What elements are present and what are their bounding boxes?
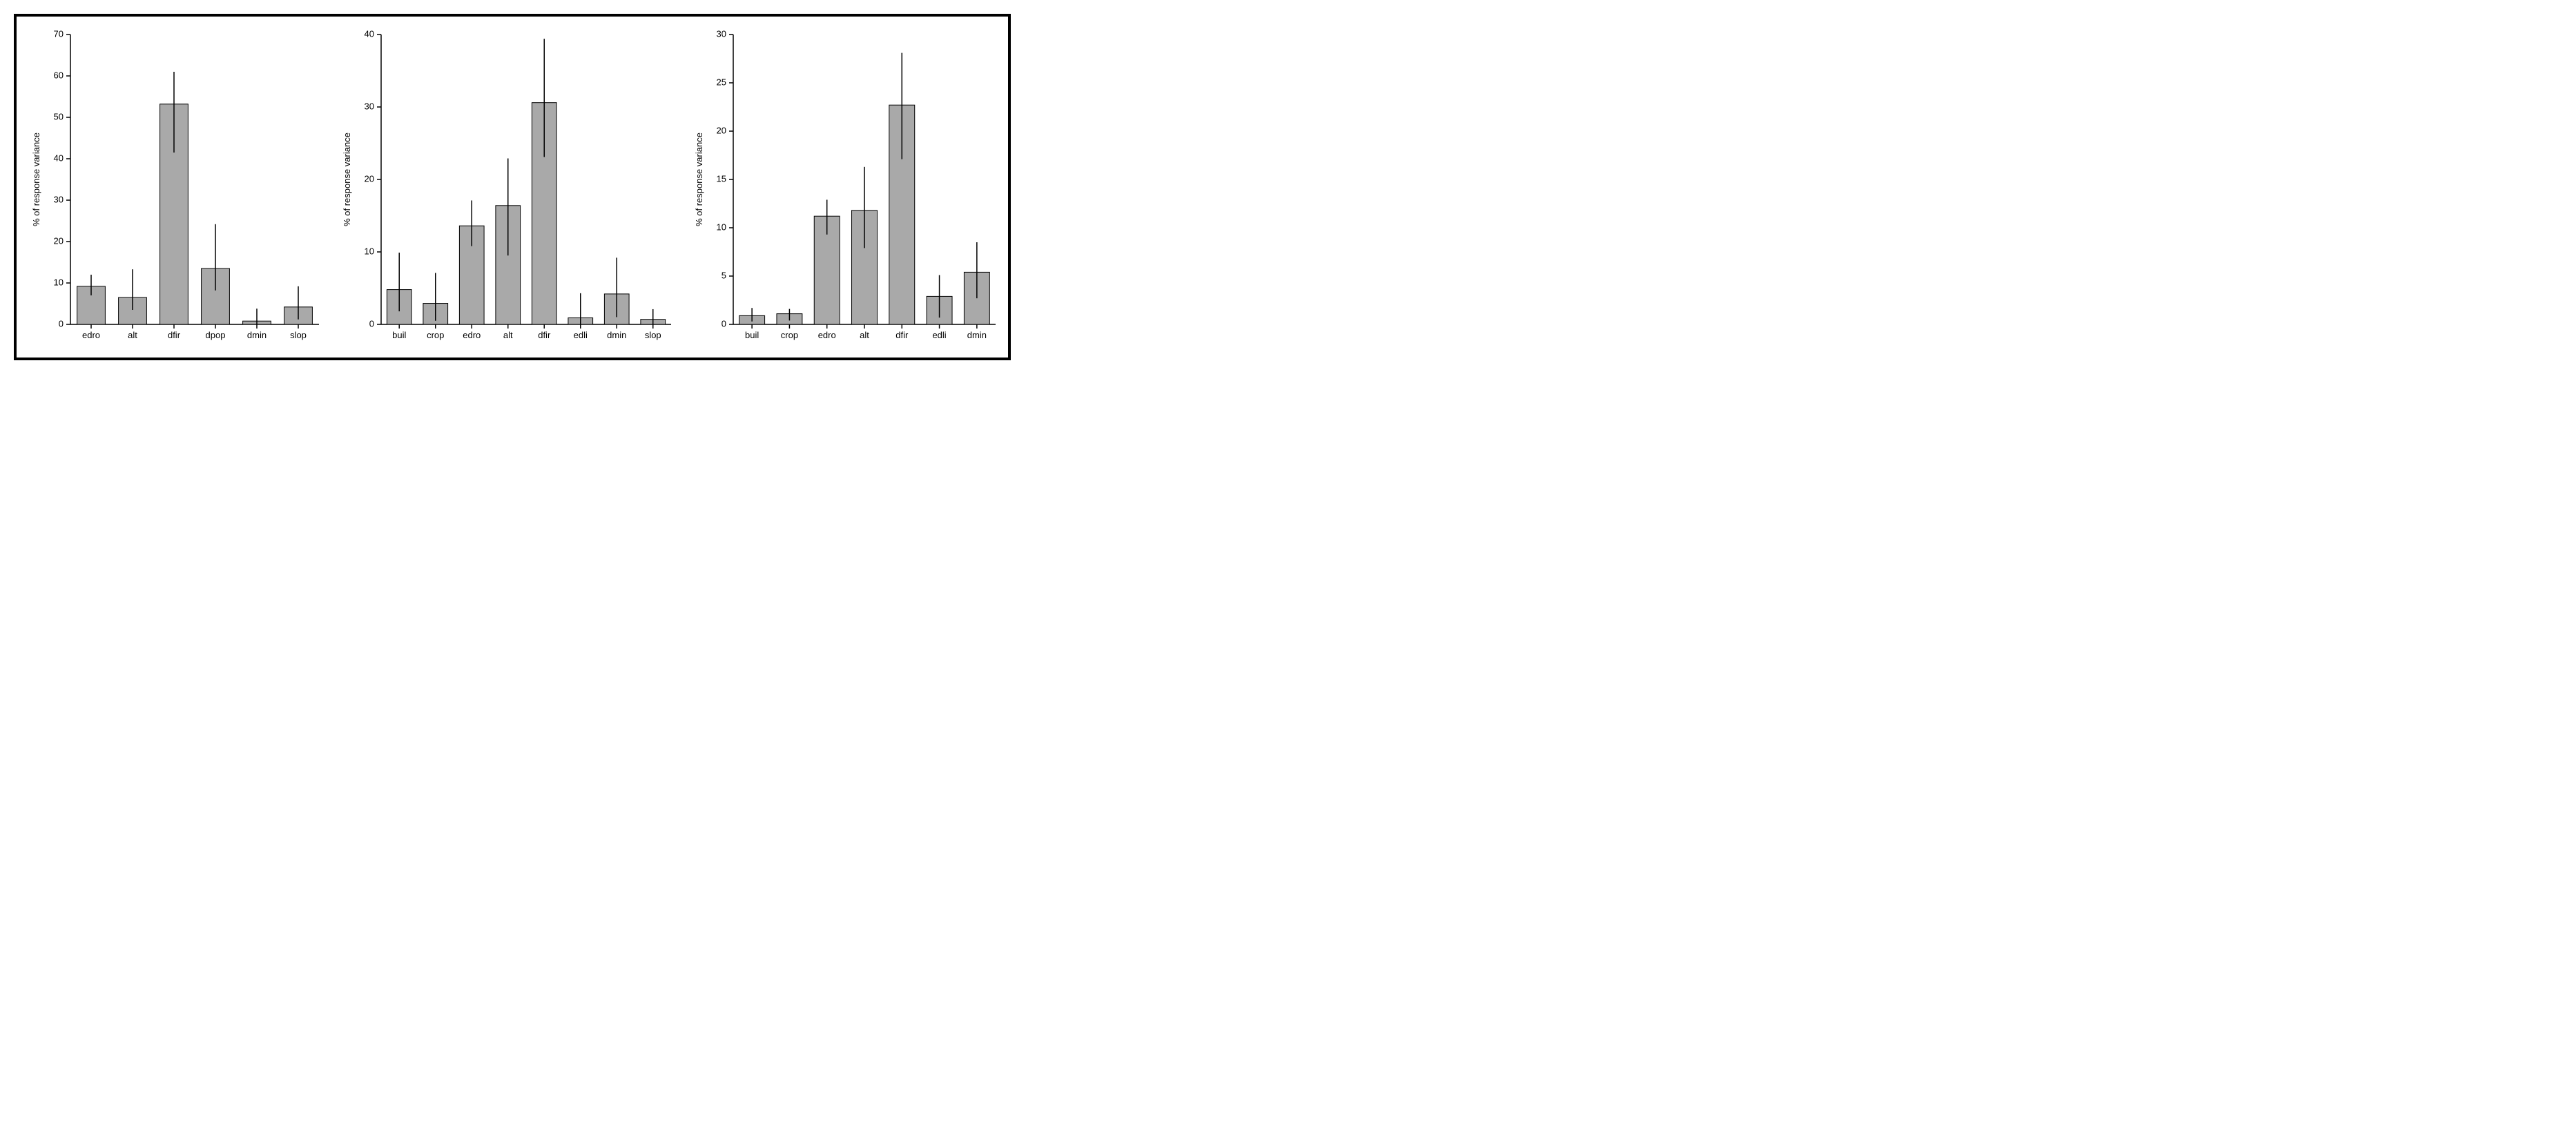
category-label-dmin: dmin xyxy=(607,330,626,340)
chart-row: 010203040506070% of response varianceedr… xyxy=(22,22,1003,352)
svg-text:0: 0 xyxy=(59,318,64,329)
category-label-slop: slop xyxy=(290,330,307,340)
svg-text:10: 10 xyxy=(717,222,726,232)
category-label-edro: edro xyxy=(82,330,100,340)
category-label-buil: buil xyxy=(745,330,759,340)
svg-text:30: 30 xyxy=(54,194,64,204)
category-label-slop: slop xyxy=(645,330,661,340)
category-label-edro: edro xyxy=(463,330,481,340)
svg-text:25: 25 xyxy=(717,77,726,87)
category-label-crop: crop xyxy=(427,330,444,340)
category-label-alt: alt xyxy=(860,330,869,340)
svg-text:40: 40 xyxy=(54,153,64,163)
svg-text:20: 20 xyxy=(365,173,374,184)
svg-text:30: 30 xyxy=(717,28,726,39)
category-label-alt: alt xyxy=(503,330,513,340)
category-label-dpop: dpop xyxy=(206,330,226,340)
category-label-dmin: dmin xyxy=(967,330,987,340)
svg-text:40: 40 xyxy=(365,28,374,39)
svg-text:15: 15 xyxy=(717,173,726,184)
svg-text:60: 60 xyxy=(54,70,64,80)
category-label-dfir: dfir xyxy=(168,330,181,340)
svg-text:5: 5 xyxy=(722,270,726,280)
svg-text:50: 50 xyxy=(54,111,64,121)
svg-text:30: 30 xyxy=(365,101,374,111)
chart-panel-3: 0 5 10 15 20 25 30 % of response variance buil cr… xyxy=(685,22,1003,352)
category-label-alt: alt xyxy=(128,330,137,340)
chart-frame: 010203040506070% of response varianceedr… xyxy=(14,14,1011,360)
svg-text:70: 70 xyxy=(54,28,64,39)
category-label-buil: buil xyxy=(392,330,406,340)
svg-text:10: 10 xyxy=(365,246,374,256)
svg-text:20: 20 xyxy=(54,235,64,246)
category-label-dfir: dfir xyxy=(895,330,909,340)
svg-text:0: 0 xyxy=(369,318,374,329)
category-label-edro: edro xyxy=(818,330,836,340)
chart-panel-1: 0 10 20 30 40 50 60 70 % of response variance edr… xyxy=(22,22,326,352)
category-label-edli: edli xyxy=(932,330,946,340)
chart-panel-2: 0 10 20 30 40 % of response variance buil crop e… xyxy=(333,22,678,352)
y-axis-label: % of response variance xyxy=(694,133,704,226)
category-label-edli: edli xyxy=(574,330,588,340)
category-label-dfir: dfir xyxy=(538,330,551,340)
y-axis-label: % of response variance xyxy=(342,133,352,226)
category-label-dmin: dmin xyxy=(247,330,267,340)
y-axis-label: % of response variance xyxy=(31,133,41,226)
svg-text:20: 20 xyxy=(717,125,726,135)
svg-text:10: 10 xyxy=(54,277,64,287)
category-label-crop: crop xyxy=(781,330,798,340)
svg-text:0: 0 xyxy=(722,318,726,329)
